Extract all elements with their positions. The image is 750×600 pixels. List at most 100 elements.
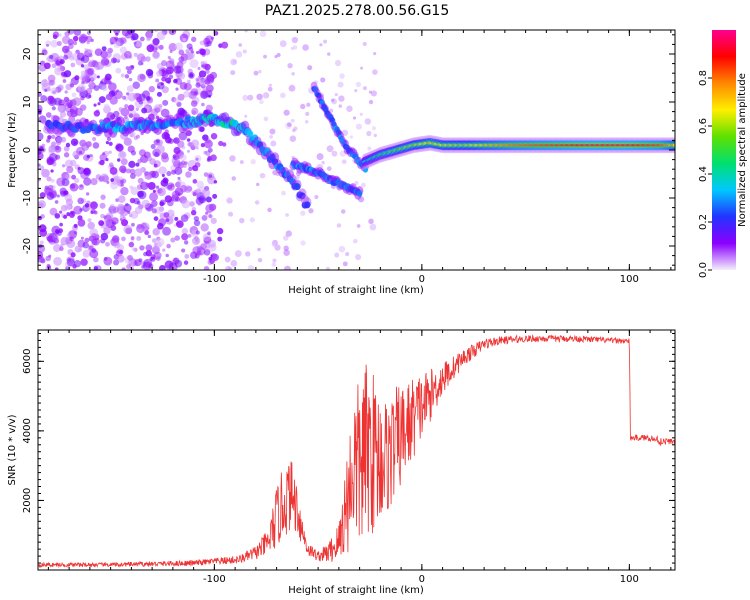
spectrogram-cell xyxy=(203,265,210,270)
spectrogram-cell xyxy=(334,59,342,67)
spectrogram-cell xyxy=(72,40,78,46)
spectrogram-cell xyxy=(319,43,323,47)
spectrogram-cell xyxy=(178,56,185,63)
spectrogram-cell xyxy=(181,248,186,253)
spectrogram-x-label: Height of straight line (km) xyxy=(288,285,424,296)
spectrogram-cell xyxy=(165,262,170,266)
spectrogram-cell xyxy=(44,62,51,70)
spectrogram-cell xyxy=(77,197,84,205)
spectrogram-cell xyxy=(271,242,277,248)
spectrogram-cell xyxy=(162,99,169,106)
y-tick-label: -10 xyxy=(22,190,33,206)
spectrogram-cell xyxy=(105,141,110,145)
spectrogram-cell xyxy=(93,256,99,263)
spectrogram-cell xyxy=(178,72,186,80)
spectrogram-cell xyxy=(334,252,340,258)
spectrogram-cell xyxy=(204,41,210,48)
spectrogram-cell xyxy=(61,178,70,187)
spectrogram-cell xyxy=(54,229,60,234)
spectrogram-cell xyxy=(373,133,377,138)
spectrogram-cell xyxy=(119,249,124,255)
spectrogram-cell xyxy=(74,245,82,253)
spectrogram-cell xyxy=(271,262,277,267)
spectrogram-cell xyxy=(46,235,53,242)
y-tick-label: -20 xyxy=(22,238,33,254)
spectrogram-cell xyxy=(285,213,289,217)
spectrogram-cell xyxy=(38,163,41,167)
spectrogram-cell xyxy=(87,67,95,76)
colorbar-label: Normalized spectral amplitude xyxy=(737,73,748,227)
spectrogram-cell xyxy=(41,143,46,148)
spectrogram-cell xyxy=(117,203,125,211)
y-tick-label: 6000 xyxy=(22,349,33,374)
spectrogram-cell xyxy=(307,65,313,71)
y-tick-label: 10 xyxy=(22,96,33,109)
spectrogram-cell xyxy=(46,192,55,201)
spectrogram-cell xyxy=(258,69,262,74)
spectrogram-cell xyxy=(100,173,109,182)
spectrogram-cell xyxy=(81,75,91,84)
spectrogram-cell xyxy=(230,70,236,76)
spectrogram-cell xyxy=(168,43,177,52)
spectrogram-cell xyxy=(200,223,209,232)
spectrogram-cell xyxy=(104,73,112,81)
spectrogram-cell xyxy=(77,166,81,170)
spectrogram-cell xyxy=(155,185,160,189)
spectrogram-cell xyxy=(226,197,233,204)
spectrogram-cell xyxy=(300,240,306,246)
spectrogram-cell xyxy=(51,134,56,140)
spectrogram-cell xyxy=(165,77,172,84)
spectrogram-cell xyxy=(129,173,136,180)
spectrogram-cell xyxy=(66,258,75,267)
spectrogram-cell xyxy=(47,74,56,83)
spectrogram-cell xyxy=(58,33,62,37)
spectrogram-cell xyxy=(158,44,164,50)
spectrogram-cell xyxy=(125,227,133,235)
spectrogram-cell xyxy=(346,105,353,112)
spectrogram-cell xyxy=(300,210,306,216)
spectrogram-cell xyxy=(66,165,74,174)
spectrogram-cell xyxy=(208,203,217,211)
spectrogram-cell xyxy=(355,254,362,261)
spectrogram-cell xyxy=(53,243,62,252)
spectrogram-cell xyxy=(368,218,374,225)
spectrogram-cell xyxy=(60,204,68,212)
spectrogram-cell xyxy=(81,143,90,151)
spectrogram-cell xyxy=(136,96,143,103)
snr-y-ticks: 2000 4000 6000 xyxy=(22,332,675,571)
spectrogram-cell xyxy=(130,186,139,195)
spectrogram-cell xyxy=(131,222,135,227)
spectrogram-cell xyxy=(331,150,338,157)
spectrogram-cell xyxy=(151,208,157,214)
spectrogram-cell xyxy=(80,64,85,68)
spectrogram-cell xyxy=(185,171,192,178)
spectrogram-cell xyxy=(208,214,213,219)
spectrogram-cell xyxy=(369,223,377,231)
spectrogram-cell xyxy=(108,141,113,146)
spectrogram-cell xyxy=(140,154,149,164)
spectrogram-cell xyxy=(257,247,261,252)
spectrogram-cell xyxy=(188,141,195,148)
spectrogram-cell xyxy=(53,256,63,266)
spectrogram-cell xyxy=(181,199,191,209)
spectrogram-cell xyxy=(133,41,137,45)
spectrogram-cell xyxy=(160,179,169,187)
spectrogram-cell xyxy=(152,228,160,236)
spectrogram-cell xyxy=(128,77,133,82)
spectrogram-cell xyxy=(302,44,309,51)
spectrogram-cell xyxy=(321,160,325,165)
spectrogram-cell xyxy=(283,109,290,116)
spectrogram-cell xyxy=(152,38,160,46)
spectrogram-cell xyxy=(86,154,91,159)
spectrogram-cell xyxy=(188,167,193,172)
spectrogram-cell xyxy=(342,261,348,267)
spectrogram-cell xyxy=(267,86,273,92)
x-tick-label: 0 xyxy=(419,574,425,585)
spectrogram-cell xyxy=(110,57,117,64)
spectrogram-cell xyxy=(38,202,41,207)
spectrogram-cell xyxy=(64,90,68,94)
spectrogram-cell xyxy=(54,213,61,219)
spectrogram-cell xyxy=(72,35,79,42)
spectrogram-cell xyxy=(66,233,71,238)
spectrogram-cell xyxy=(208,94,212,98)
